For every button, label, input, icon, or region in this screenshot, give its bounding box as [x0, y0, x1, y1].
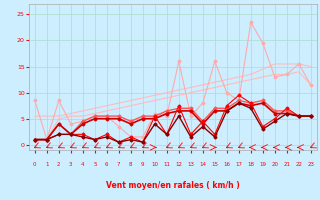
- X-axis label: Vent moyen/en rafales ( km/h ): Vent moyen/en rafales ( km/h ): [106, 181, 240, 190]
